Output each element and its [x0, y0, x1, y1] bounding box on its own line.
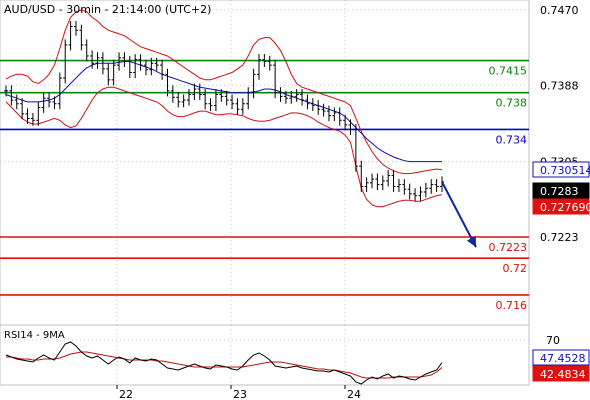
level-label: 0.716: [496, 299, 528, 312]
price-axis: 0.74700.73880.73050.72230.7305140.72830.…: [532, 4, 590, 244]
level-label: 0.7223: [489, 241, 528, 254]
rsi-value-tag: [532, 349, 590, 366]
time-tick-label: 22: [119, 388, 133, 400]
level-label: 0.738: [496, 97, 528, 110]
rsi-value-label: 47.4528: [540, 352, 586, 365]
indicator-lines: [5, 9, 443, 208]
current-value-label: 0.730514: [540, 164, 590, 177]
rsi-tick-label: 70: [546, 334, 560, 347]
time-tick-label: 23: [233, 388, 247, 400]
forecast-arrow: [441, 181, 477, 248]
lower-band-line: [5, 86, 443, 208]
price-bars: [4, 21, 444, 202]
time-axis: 22 23 24: [116, 385, 361, 400]
forecast-arrow-shaft: [441, 181, 477, 248]
current-value-label: 0.7283: [540, 185, 579, 198]
forecast-arrow-head: [466, 235, 476, 248]
level-label: 0.72: [503, 262, 528, 275]
price-tick-label: 0.7223: [540, 231, 579, 244]
price-tick-label: 0.7470: [540, 4, 579, 17]
rsi-value-tag: [532, 365, 590, 382]
level-label: 0.7415: [489, 65, 528, 78]
current-value-tag: [532, 198, 590, 215]
rsi-axis: 70 47.4528 42.4834: [532, 334, 590, 382]
rsi-grid: [0, 325, 529, 385]
rsi-lines: [5, 341, 443, 385]
rsi-line: [5, 341, 443, 385]
upper-band-line: [5, 9, 443, 175]
rsi-title: RSI14 - 9MA: [4, 330, 65, 341]
main-panel: 0.7415 0.738 0.734 0.7223 0.72 0.716 AUD/USD …: [0, 0, 530, 326]
current-value-label: 0.727690: [540, 201, 590, 214]
level-label: 0.734: [496, 133, 528, 146]
current-value-tag: [532, 182, 590, 199]
rsi-panel-frame: [0, 324, 530, 386]
current-value-tag: [532, 161, 590, 178]
chart-title: AUD/USD - 30min - 21:14:00 (UTC+2): [4, 3, 211, 16]
main-panel-frame: [0, 0, 530, 326]
price-tick-label: 0.7388: [540, 79, 579, 92]
moving-average-line: [5, 61, 442, 163]
rsi-value-label: 42.4834: [540, 368, 586, 381]
rsi-panel: RSI14 - 9MA: [0, 324, 530, 386]
time-tick-label: 24: [347, 388, 361, 400]
